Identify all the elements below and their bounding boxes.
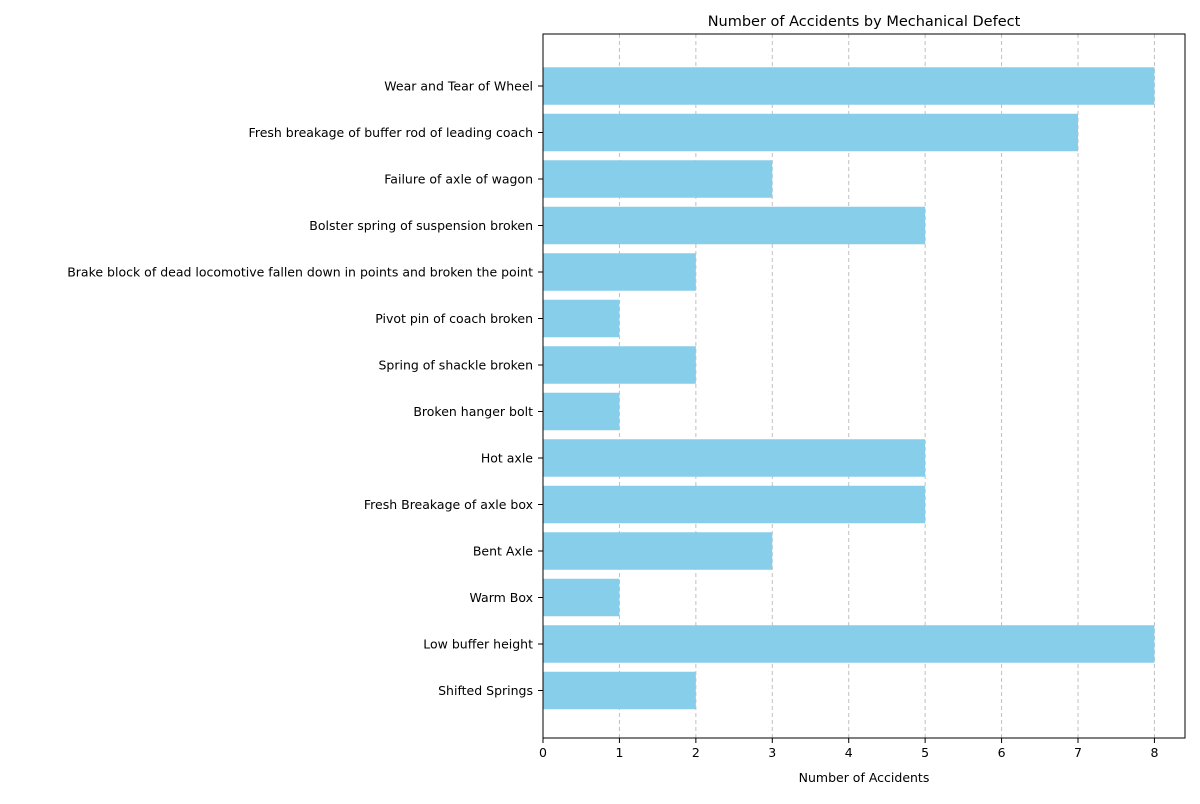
bar [543, 67, 1155, 105]
y-tick-label: Spring of shackle broken [378, 358, 533, 373]
x-tick-label: 3 [768, 745, 776, 760]
bar [543, 578, 620, 617]
bar [543, 113, 1078, 152]
chart-title: Number of Accidents by Mechanical Defect [708, 14, 1021, 30]
x-tick-label: 0 [539, 745, 547, 760]
x-tick-label: 6 [998, 745, 1006, 760]
bar [543, 532, 773, 570]
bars [543, 67, 1155, 710]
y-tick-label: Pivot pin of coach broken [375, 311, 533, 326]
bar [543, 392, 620, 431]
bar [543, 671, 696, 710]
axes-frame [542, 33, 1186, 739]
x-tick-label: 7 [1074, 745, 1082, 760]
bar [543, 625, 1155, 663]
y-tick-label: Bent Axle [473, 544, 533, 559]
y-tick-label: Low buffer height [423, 637, 533, 652]
y-tick-label: Brake block of dead locomotive fallen do… [67, 265, 533, 280]
bar [543, 485, 926, 524]
y-tick-label: Failure of axle of wagon [384, 172, 533, 187]
x-tick-label: 8 [1150, 745, 1158, 760]
y-tick-label: Fresh Breakage of axle box [364, 497, 533, 512]
bar [543, 346, 696, 384]
bar [543, 253, 696, 291]
y-tick-label: Bolster spring of suspension broken [309, 218, 533, 233]
x-axis-label: Number of Accidents [799, 770, 930, 785]
ticks [538, 85, 1155, 743]
y-tick-label: Warm Box [469, 590, 533, 605]
y-tick-label: Shifted Springs [438, 683, 533, 698]
x-tick-label: 4 [845, 745, 853, 760]
x-tick-label: 1 [615, 745, 623, 760]
x-tick-label: 5 [921, 745, 929, 760]
y-tick-label: Hot axle [481, 451, 533, 466]
x-tick-label: 2 [692, 745, 700, 760]
bar [543, 299, 620, 338]
bar [543, 439, 926, 477]
y-tick-label: Fresh breakage of buffer rod of leading … [249, 125, 533, 140]
bar [543, 160, 773, 198]
y-tick-label: Broken hanger bolt [413, 404, 533, 419]
y-tick-label: Wear and Tear of Wheel [384, 79, 533, 94]
bar [543, 206, 926, 245]
tick-labels: 0 1 2 3 4 5 6 7 8 Wear and Tear of Wheel Fresh bre… [67, 79, 1158, 761]
